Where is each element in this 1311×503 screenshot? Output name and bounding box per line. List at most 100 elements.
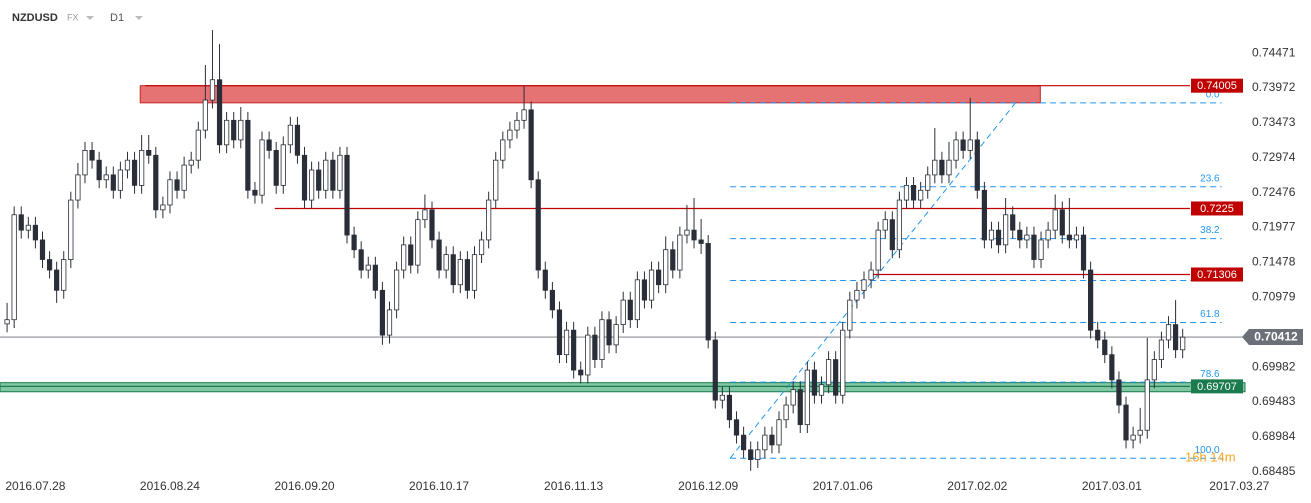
candle-body	[790, 389, 796, 406]
candle-body	[82, 150, 88, 176]
candle-body	[117, 169, 123, 191]
candle-body	[563, 329, 570, 356]
candle-body	[96, 159, 102, 181]
candle-body	[613, 324, 619, 346]
candle-body	[478, 239, 485, 256]
dropdown-icon[interactable]	[135, 16, 143, 20]
candle-body	[415, 219, 421, 266]
candle-body	[648, 269, 655, 301]
interval[interactable]: D1	[110, 12, 124, 24]
candle-body	[54, 269, 60, 291]
candle-body	[932, 159, 938, 176]
candle-body	[351, 234, 357, 251]
y-tick-label: 0.72974	[1252, 150, 1296, 164]
candle-body	[401, 244, 407, 271]
candle-body	[1102, 339, 1108, 356]
candle-body	[882, 219, 888, 231]
candle-body	[712, 339, 718, 401]
candle-body	[110, 174, 116, 191]
candle-body	[585, 334, 591, 376]
candle-body	[344, 154, 350, 236]
level-label-box	[1191, 201, 1243, 216]
candle-body	[507, 129, 513, 141]
x-tick-label: 2016.10.17	[409, 479, 469, 493]
x-tick-label: 2017.01.06	[813, 479, 873, 493]
candle-body	[535, 179, 541, 271]
candle-body	[542, 269, 548, 291]
trend-line	[729, 102, 1016, 459]
candle-body	[1095, 329, 1101, 341]
candle-body	[238, 119, 244, 141]
candle-body	[294, 124, 301, 156]
fib-label: 61.8	[1200, 309, 1220, 320]
candle-body	[1123, 404, 1129, 441]
fib-label: 23.6	[1200, 173, 1220, 184]
candle-body	[1080, 234, 1087, 271]
candle-body	[1130, 434, 1136, 441]
candle-body	[1158, 339, 1165, 360]
candle-body	[571, 329, 577, 371]
fib-label: 100.0	[1195, 445, 1220, 456]
fib-label: 78.6	[1200, 369, 1220, 380]
candle-body	[1165, 324, 1172, 341]
candle-body	[797, 389, 803, 426]
candle-body	[910, 184, 917, 201]
candle-body	[216, 79, 223, 146]
candle-body	[259, 139, 265, 196]
symbol[interactable]: NZDUSD	[12, 12, 58, 24]
candle-body	[627, 299, 633, 321]
candle-body	[1045, 229, 1051, 241]
candle-body	[1151, 359, 1157, 381]
candle-body	[457, 259, 463, 286]
level-label: 0.69707	[1197, 381, 1237, 393]
candle-body	[918, 189, 924, 201]
candle-body	[386, 309, 393, 336]
candle-body	[61, 259, 67, 291]
candle-body	[429, 209, 435, 241]
level-label-box	[1191, 78, 1243, 93]
candle-body	[578, 369, 584, 376]
candle-body	[599, 319, 605, 360]
candle-body	[500, 139, 506, 161]
y-tick-label: 0.69483	[1252, 394, 1296, 408]
candle-body	[379, 289, 386, 336]
candle-body	[748, 449, 754, 461]
candle-body	[988, 229, 995, 241]
candle-body	[252, 189, 258, 196]
candle-body	[762, 434, 768, 451]
y-tick-label: 0.72476	[1252, 185, 1296, 199]
candle-body	[698, 239, 704, 244]
x-tick-label: 2016.12.09	[678, 479, 738, 493]
candle-body	[783, 404, 789, 421]
candle-body	[967, 139, 973, 151]
zone	[139, 85, 1041, 104]
candle-body	[181, 164, 187, 191]
candle-body	[18, 214, 24, 231]
candle-body	[528, 109, 534, 181]
countdown: 16h 14m	[1185, 449, 1236, 464]
candle-body	[436, 239, 442, 271]
candle-body	[1144, 379, 1150, 431]
y-tick-label: 0.68984	[1252, 429, 1296, 443]
candle-body	[741, 434, 747, 451]
candle-body	[684, 229, 690, 236]
candle-body	[316, 169, 322, 191]
candle-body	[606, 319, 612, 346]
candle-body	[592, 334, 598, 360]
dropdown-icon[interactable]	[86, 16, 94, 20]
candle-body	[323, 159, 329, 191]
candle-body	[521, 109, 527, 121]
candle-body	[953, 139, 959, 161]
candle-body	[68, 199, 74, 260]
candle-body	[160, 204, 166, 211]
candle-body	[677, 234, 683, 271]
candle-body	[450, 254, 456, 286]
candle-body	[195, 129, 201, 161]
candle-body	[1038, 239, 1044, 260]
candle-body	[981, 189, 987, 241]
x-tick-label: 2016.11.13	[544, 479, 603, 493]
candle-body	[287, 124, 293, 146]
candle-body	[833, 359, 839, 396]
candle-body	[825, 359, 832, 386]
y-tick-label: 0.73972	[1252, 80, 1296, 94]
